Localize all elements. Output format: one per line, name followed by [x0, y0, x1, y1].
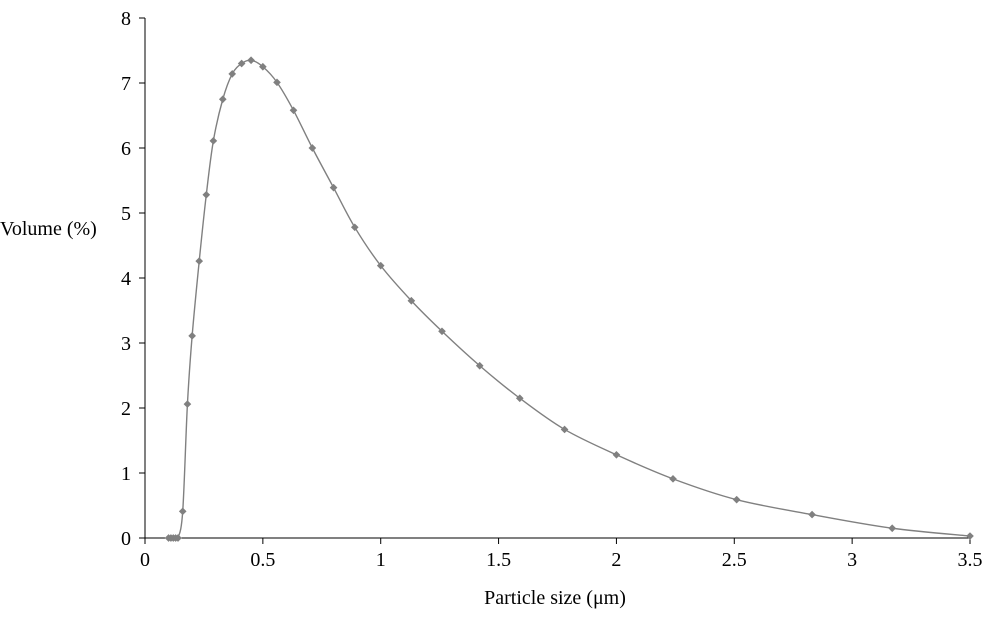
data-point	[220, 96, 226, 102]
data-point	[248, 57, 254, 63]
y-axis-label: Volume (%)	[0, 218, 97, 241]
y-tick-label: 0	[121, 528, 131, 550]
data-point	[734, 497, 740, 503]
data-point	[210, 138, 216, 144]
y-tick-label: 7	[121, 73, 131, 95]
data-point	[809, 511, 815, 517]
data-point	[330, 185, 336, 191]
data-point	[352, 224, 358, 230]
particle-size-chart: Volume (%) 0 0.5 1 1.5 2 2.5 3 3.5 0 1 2 3 4 5 6 7 8 Par…	[0, 0, 1000, 618]
y-tick-label: 2	[121, 398, 131, 420]
y-tick-label: 3	[121, 333, 131, 355]
x-tick-label: 1	[376, 549, 386, 571]
data-point	[670, 476, 676, 482]
data-point	[889, 525, 895, 531]
y-tick-label: 5	[121, 203, 131, 225]
y-tick-label: 6	[121, 138, 131, 160]
x-tick-label: 2	[611, 549, 621, 571]
y-tick-label: 4	[121, 268, 131, 290]
x-tick-label: 1.5	[486, 549, 511, 571]
data-point	[196, 258, 202, 264]
data-point	[290, 107, 296, 113]
chart-svg: 0 0.5 1 1.5 2 2.5 3 3.5 0 1 2 3 4 5 6 7 8	[0, 0, 1000, 618]
x-tick-label: 3.5	[958, 549, 983, 571]
x-axis-label: Particle size (μm)	[0, 587, 1000, 610]
y-tick-label: 1	[121, 463, 131, 485]
x-tick-label: 2.5	[722, 549, 747, 571]
data-point	[189, 333, 195, 339]
x-tick-label: 0	[140, 549, 150, 571]
x-tick-label: 3	[847, 549, 857, 571]
data-point	[309, 145, 315, 151]
data-point	[613, 452, 619, 458]
series-line	[169, 60, 970, 540]
data-point	[229, 71, 235, 77]
data-point	[180, 508, 186, 514]
data-point	[203, 192, 209, 198]
y-tick-label: 8	[121, 8, 131, 30]
data-point	[561, 426, 567, 432]
data-point	[184, 401, 190, 407]
x-tick-label: 0.5	[250, 549, 275, 571]
